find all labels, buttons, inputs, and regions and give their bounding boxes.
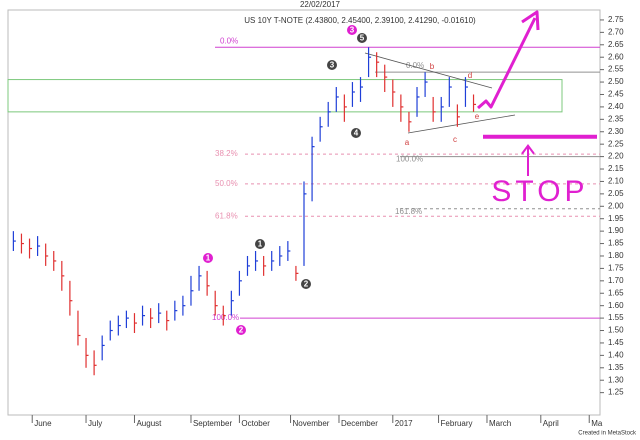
wave-label: 5 [360,34,365,43]
y-tick-label: 2.35 [608,114,624,123]
fib-label: 100.0% [212,313,239,322]
x-tick-label: September [193,419,232,428]
fib-label: 0.0% [220,36,238,45]
x-tick-label: July [88,419,102,428]
y-tick-label: 2.50 [608,77,624,86]
x-tick-label: March [489,419,511,428]
y-tick-label: 2.75 [608,15,624,24]
y-tick-label: 2.70 [608,27,624,36]
x-tick-label: Ma [591,419,603,428]
y-tick-label: 1.55 [608,313,624,322]
x-tick-label: November [293,419,330,428]
x-tick-label: October [241,419,270,428]
y-tick-label: 2.30 [608,127,624,136]
y-tick-label: 1.70 [608,276,624,285]
y-tick-label: 1.90 [608,226,624,235]
target-zone [7,79,563,113]
y-tick-label: 1.80 [608,251,624,260]
credit: Created in MetaStock [578,431,637,437]
arrow-head [521,10,540,31]
fib-label: 161.8% [395,207,422,216]
y-tick-label: 1.50 [608,326,624,335]
y-tick-label: 2.00 [608,201,624,210]
stop-arrow-head [521,144,535,155]
trend-line [407,114,516,134]
fib-label: 100.0% [396,155,423,164]
wave-marker [357,33,367,43]
wave-label: 2 [239,326,244,335]
y-tick-label: 2.40 [608,102,624,111]
target-arrow [477,17,537,110]
x-tick-label: December [341,419,378,428]
wave-label: e [475,112,480,121]
fib-label: 38.2% [215,149,238,158]
y-tick-label: 1.35 [608,363,624,372]
wave-label: 1 [258,240,263,249]
trend-line [364,52,493,89]
x-tick-label: June [34,419,52,428]
x-tick-label: February [441,419,473,428]
y-tick-label: 1.60 [608,301,624,310]
wave-label: 4 [354,129,359,138]
fib-label: 50.0% [215,179,238,188]
chart-title: US 10Y T-NOTE (2.43800, 2.45400, 2.39100… [244,16,476,25]
y-tick-label: 1.25 [608,388,624,397]
y-tick-label: 2.65 [608,40,624,49]
wave-marker [203,253,213,263]
y-tick-label: 2.20 [608,152,624,161]
wave-marker [301,279,311,289]
wave-label: c [453,135,457,144]
wave-label: b [430,62,435,71]
fib-label: 0.0% [406,61,424,70]
y-tick-label: 2.05 [608,189,624,198]
wave-marker [236,325,246,335]
y-tick-label: 2.15 [608,164,624,173]
y-tick-label: 1.30 [608,375,624,384]
y-tick-label: 1.85 [608,239,624,248]
x-tick-label: August [136,419,162,428]
y-tick-label: 2.10 [608,177,624,186]
date: 22/02/2017 [300,0,341,9]
y-tick-label: 2.25 [608,139,624,148]
wave-label: 2 [304,280,309,289]
wave-marker [327,60,337,70]
wave-marker [255,239,265,249]
y-tick-label: 1.95 [608,214,624,223]
y-tick-label: 2.60 [608,52,624,61]
y-tick-label: 1.75 [608,264,624,273]
y-tick-label: 1.40 [608,350,624,359]
wave-label: a [405,138,410,147]
y-tick-label: 1.65 [608,288,624,297]
y-tick-label: 1.45 [608,338,624,347]
y-tick-label: 2.55 [608,65,624,74]
x-tick-label: April [543,419,559,428]
wave-marker [351,128,361,138]
x-tick-label: 2017 [395,419,413,428]
y-tick-label: 2.45 [608,90,624,99]
wave-label: 1 [206,254,211,263]
plot-frame [7,9,601,416]
wave-label: 3 [330,61,335,70]
wave-label: d [468,71,472,80]
fib-label: 61.8% [215,211,238,220]
wave-label: 3 [350,26,355,35]
stop-label: STOP [491,175,588,208]
wave-marker [347,25,357,35]
